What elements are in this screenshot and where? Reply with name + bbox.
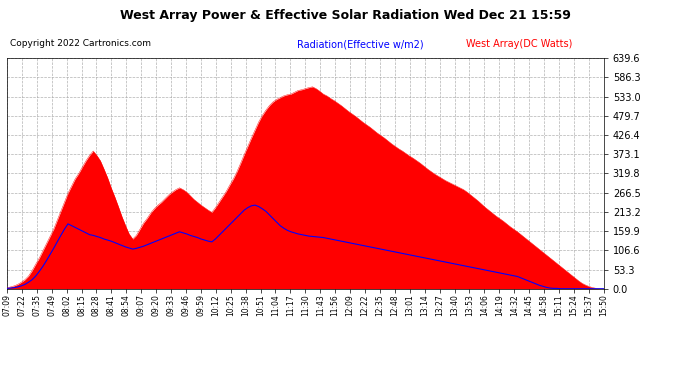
Text: West Array Power & Effective Solar Radiation Wed Dec 21 15:59: West Array Power & Effective Solar Radia… xyxy=(119,9,571,22)
Text: West Array(DC Watts): West Array(DC Watts) xyxy=(466,39,572,50)
Text: Copyright 2022 Cartronics.com: Copyright 2022 Cartronics.com xyxy=(10,39,151,48)
Text: Radiation(Effective w/m2): Radiation(Effective w/m2) xyxy=(297,39,424,50)
